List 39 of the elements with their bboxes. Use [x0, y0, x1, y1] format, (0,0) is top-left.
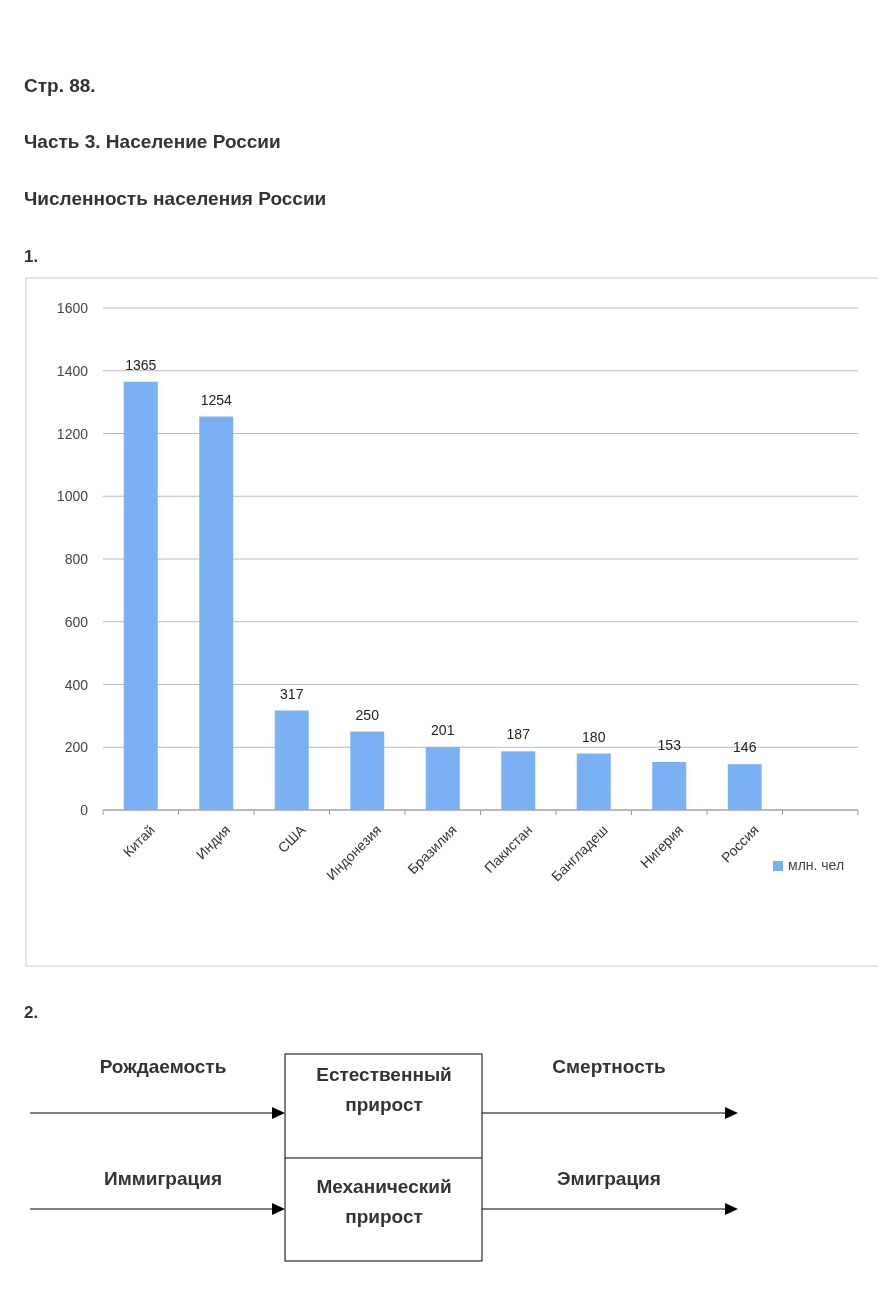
- text: 2.: [24, 1003, 39, 1022]
- bar: [123, 381, 158, 810]
- data-label: 317: [280, 685, 304, 702]
- data-label: 1365: [125, 356, 157, 373]
- data-label: 187: [506, 726, 531, 743]
- y-tick-label: 800: [64, 551, 89, 567]
- chart-title: Численность населения России: [24, 188, 327, 209]
- bar: [425, 746, 460, 810]
- y-tick-label: 1600: [56, 300, 89, 316]
- y-tick-label: 200: [64, 739, 89, 756]
- text: Часть 3. Население России: [24, 131, 281, 152]
- legend-label: млн. чел: [788, 857, 845, 873]
- data-label: 1254: [200, 391, 233, 408]
- y-tick-label: 0: [80, 802, 89, 818]
- data-label: 250: [355, 706, 380, 723]
- bar: [501, 751, 536, 810]
- text: Эмиграция: [557, 1168, 661, 1189]
- bar: [652, 762, 687, 810]
- text: Иммиграция: [104, 1168, 222, 1189]
- bar: [274, 710, 309, 810]
- text: Смертность: [552, 1056, 666, 1077]
- bar: [576, 753, 611, 810]
- y-tick-label: 1200: [56, 425, 89, 442]
- data-label: 201: [431, 721, 455, 738]
- text: Механический прирост: [316, 1176, 452, 1227]
- bar: [727, 764, 762, 810]
- data-label: 153: [657, 737, 682, 753]
- text: 1.: [24, 247, 39, 266]
- y-tick-label: 1000: [56, 488, 89, 505]
- bar: [350, 731, 385, 810]
- data-label: 146: [733, 739, 757, 756]
- text: Рождаемость: [99, 1056, 227, 1077]
- data-label: 180: [582, 728, 606, 745]
- text: Естественный прирост: [316, 1064, 452, 1115]
- y-tick-label: 1400: [56, 362, 89, 379]
- y-tick-label: 600: [64, 613, 89, 630]
- bar: [199, 416, 234, 810]
- y-tick-label: 400: [64, 676, 89, 693]
- text: Стр. 88.: [24, 75, 96, 96]
